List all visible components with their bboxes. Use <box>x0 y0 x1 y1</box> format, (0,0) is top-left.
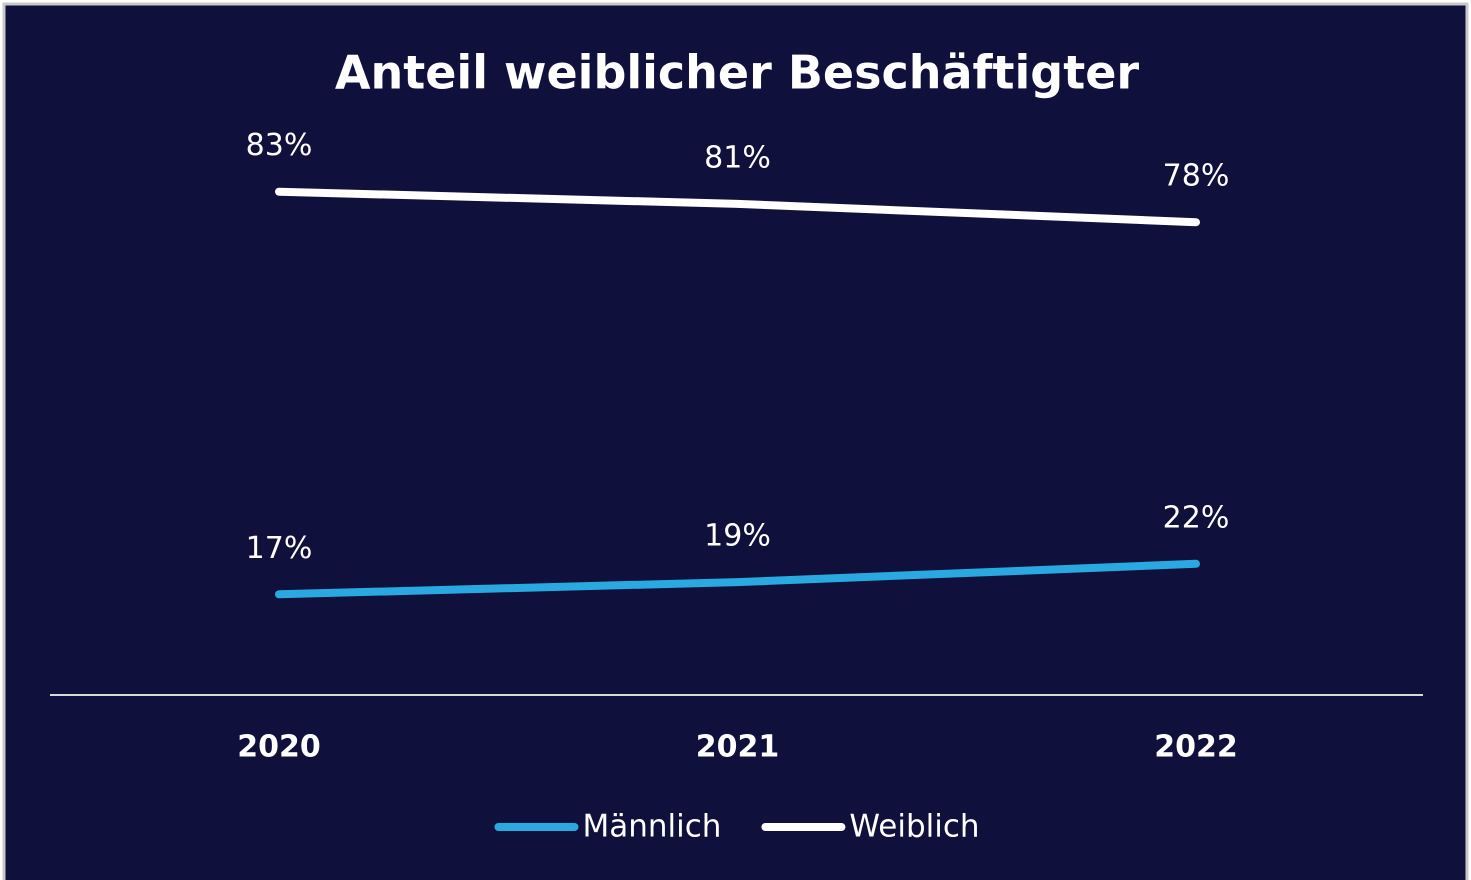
legend-label: Männlich <box>582 809 721 845</box>
x-tick-label: 2021 <box>696 730 780 765</box>
x-tick-label: 2022 <box>1154 730 1238 765</box>
series-line <box>275 559 1200 599</box>
data-label: 19% <box>704 519 771 554</box>
data-label: 22% <box>1163 500 1230 535</box>
data-label: 17% <box>246 531 313 566</box>
data-label: 81% <box>704 140 771 175</box>
x-tick-label: 2020 <box>237 730 321 765</box>
data-label: 78% <box>1163 159 1230 194</box>
legend-label: Weiblich <box>849 809 979 845</box>
data-label: 83% <box>246 128 313 163</box>
series-line <box>275 187 1200 227</box>
chart-title: Anteil weiblicher Beschäftigter <box>335 46 1140 100</box>
